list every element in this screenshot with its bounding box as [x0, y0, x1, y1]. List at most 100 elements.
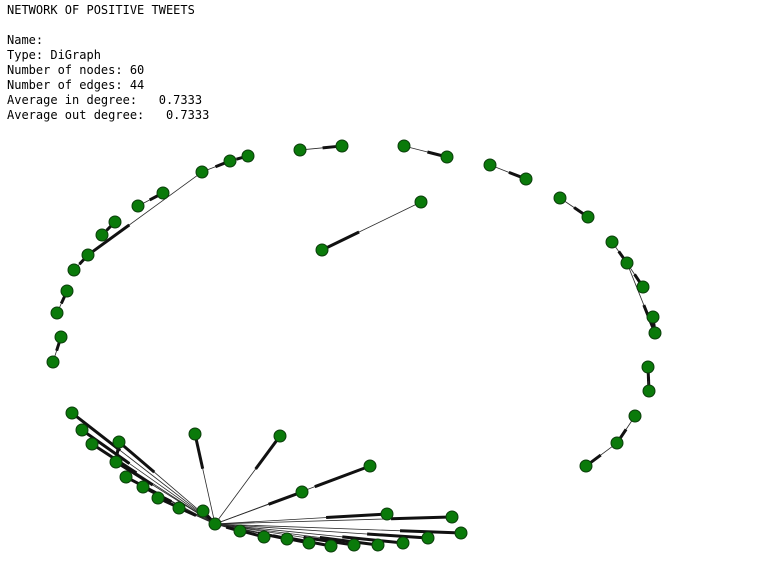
graph-node: [347, 538, 361, 552]
edge-arrowhead: [589, 453, 602, 464]
edge: [75, 415, 211, 521]
graph-node: [315, 243, 329, 257]
graph-node: [553, 191, 567, 205]
graph-info: Name: Type: DiGraph Number of nodes: 60 …: [7, 33, 209, 123]
graph-node: [241, 149, 255, 163]
edge-arrowhead: [633, 273, 641, 283]
edge-arrowhead: [183, 509, 197, 517]
graph-node: [648, 326, 662, 340]
graph-node: [108, 215, 122, 229]
edge-arrowhead: [326, 230, 360, 249]
graph-node: [483, 158, 497, 172]
graph-node: [109, 455, 123, 469]
graph-node: [280, 532, 294, 546]
graph-node: [324, 539, 338, 553]
graph-node: [605, 235, 619, 249]
edge-arrowhead: [214, 161, 225, 169]
graph-title: NETWORK OF POSITIVE TWEETS: [7, 3, 195, 17]
graph-node: [414, 195, 428, 209]
edge: [220, 515, 447, 525]
edge-arrowhead: [91, 223, 131, 253]
graph-node: [60, 284, 74, 298]
graph-node: [620, 256, 634, 270]
graph-node: [54, 330, 68, 344]
edge: [218, 439, 278, 520]
edge: [77, 258, 86, 266]
graph-node: [46, 355, 60, 369]
graph-node: [628, 409, 642, 423]
edge: [59, 295, 66, 308]
edge-arrowhead: [319, 536, 373, 546]
edge-arrowhead: [342, 535, 398, 544]
graph-node: [156, 186, 170, 200]
graph-node: [257, 530, 271, 544]
edge: [91, 175, 198, 253]
edge: [629, 267, 641, 283]
graph-node: [646, 310, 660, 324]
edge: [589, 446, 613, 464]
edge: [564, 201, 584, 215]
edge: [615, 246, 625, 259]
graph-node: [131, 199, 145, 213]
graph-node: [302, 536, 316, 550]
graph-node: [273, 429, 287, 443]
edge-arrowhead: [314, 466, 365, 489]
graph-node: [172, 501, 186, 515]
graph-node: [380, 507, 394, 521]
graph-node: [136, 480, 150, 494]
graph-node: [371, 538, 385, 552]
edge: [220, 524, 373, 546]
edge: [183, 509, 210, 522]
edge: [220, 492, 297, 523]
graph-node: [636, 280, 650, 294]
edge-arrowhead: [78, 258, 86, 266]
edge-arrowhead: [75, 415, 122, 452]
edge-arrowhead: [268, 492, 297, 506]
graph-node: [295, 485, 309, 499]
graph-type-line: Type: DiGraph: [7, 48, 101, 62]
edge-arrowhead: [236, 156, 243, 161]
edge: [220, 525, 235, 531]
edge: [220, 512, 382, 525]
graph-node: [85, 437, 99, 451]
edge: [326, 204, 416, 249]
edge-arrowhead: [573, 206, 584, 215]
edge: [122, 444, 211, 521]
graph-node: [397, 139, 411, 153]
edge: [646, 372, 651, 386]
edge-arrowhead: [427, 150, 442, 157]
edge: [207, 161, 225, 171]
edge: [235, 156, 243, 161]
graph-node: [119, 470, 133, 484]
edge-arrowhead: [105, 225, 112, 232]
graph-node: [581, 210, 595, 224]
graph-node: [188, 427, 202, 441]
graph-node: [95, 228, 109, 242]
graph-node: [363, 459, 377, 473]
graph-node: [293, 143, 307, 157]
edge-arrowhead: [619, 428, 628, 439]
edge-arrowhead: [617, 250, 625, 259]
edge-arrowhead: [326, 512, 382, 520]
edge-arrowhead: [254, 439, 278, 470]
graph-node: [195, 165, 209, 179]
edge-arrowhead: [55, 342, 61, 352]
graph-node: [445, 510, 459, 524]
graph-node: [610, 436, 624, 450]
graph-node: [641, 360, 655, 374]
edge-arrowhead: [115, 449, 120, 457]
edge: [86, 432, 211, 521]
graph-node: [421, 531, 435, 545]
graph-node: [233, 524, 247, 538]
graph-node: [642, 384, 656, 398]
edge-arrowhead: [390, 515, 447, 521]
node-count-line: Number of nodes: 60: [7, 63, 145, 77]
edge-arrowhead: [120, 463, 154, 487]
edge-arrowhead: [367, 532, 423, 540]
graph-node: [440, 150, 454, 164]
edge-count-line: Number of edges: 44: [7, 78, 145, 92]
graph-node: [396, 536, 410, 550]
edge-arrowhead: [148, 194, 159, 202]
edge: [115, 447, 120, 457]
edge: [220, 523, 423, 540]
